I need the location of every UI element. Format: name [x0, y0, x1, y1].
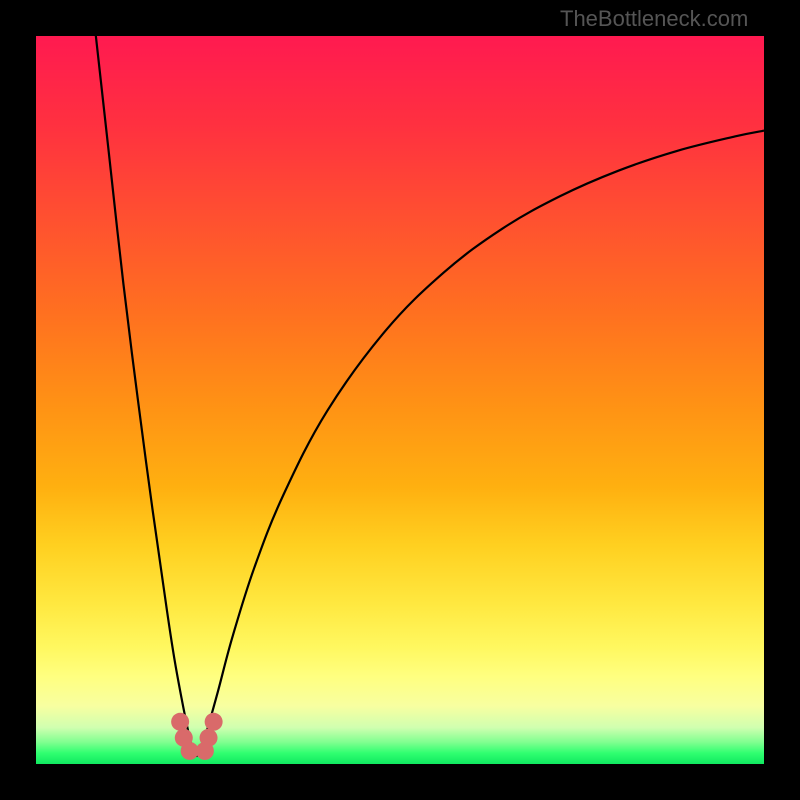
chart-container: TheBottleneck.com — [0, 0, 800, 800]
watermark-text: TheBottleneck.com — [560, 6, 748, 32]
plot-area — [36, 36, 764, 764]
heatmap-gradient — [36, 36, 764, 764]
